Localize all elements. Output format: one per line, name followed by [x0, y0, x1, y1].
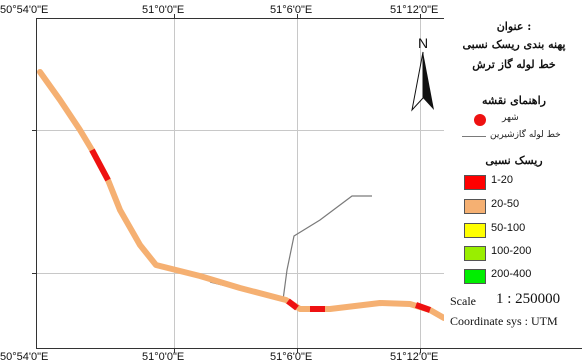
map-guide-heading: راهنمای نقشه [482, 94, 546, 107]
risk-class-label: 50-100 [491, 222, 526, 234]
risk-swatch-4 [464, 246, 486, 261]
risk-class-label: 20-50 [491, 198, 520, 210]
top-coord-label: 51°12'0"E [390, 4, 438, 16]
bottom-coord-label: 51°0'0"E [142, 351, 184, 362]
top-coord-label: 50°54'0"E [0, 4, 48, 16]
legend-title-sub: خط لوله گاز ترش [472, 58, 556, 71]
risk-class-label: 200-400 [491, 268, 532, 280]
bottom-coord-label: 51°12'0"E [390, 351, 438, 362]
legend-title-label: عنوان : [496, 20, 532, 33]
high-risk-segments [89, 148, 432, 313]
risk-heading: ریسک نسبی [485, 154, 543, 167]
bottom-coord-label: 51°6'0"E [270, 351, 312, 362]
north-arrow-icon: N [411, 35, 434, 112]
sour-gas-route [37, 69, 447, 321]
bottom-coord-label: 50°54'0"E [0, 351, 48, 362]
risk-swatch-5 [464, 269, 486, 284]
risk-class-label: 1-20 [491, 174, 514, 186]
frame-ticks [32, 14, 421, 353]
north-label: N [418, 35, 428, 51]
risk-class-label: 100-200 [491, 245, 532, 257]
city-dot-icon [474, 114, 486, 126]
coordinate-system: Coordinate sys : UTM [450, 314, 558, 328]
risk-swatch-2 [464, 199, 486, 214]
pipeline-line-icon [462, 136, 486, 137]
graticule [37, 19, 444, 348]
city-legend-label: شهر [502, 113, 519, 123]
top-coord-label: 51°6'0"E [270, 4, 312, 16]
top-coord-label: 51°0'0"E [142, 4, 184, 16]
scale-label: Scale [450, 294, 476, 308]
risk-swatch-1 [464, 175, 486, 190]
pipeline-legend-label: خط لوله گازشیرین [490, 130, 561, 140]
legend-title-main: پهنه بندی ریسک نسبی [462, 38, 566, 51]
map-legend: عنوان : پهنه بندی ریسک نسبی خط لوله گاز … [444, 18, 584, 348]
risk-swatch-3 [464, 223, 486, 238]
scale-value: 1 : 250000 [496, 291, 561, 307]
